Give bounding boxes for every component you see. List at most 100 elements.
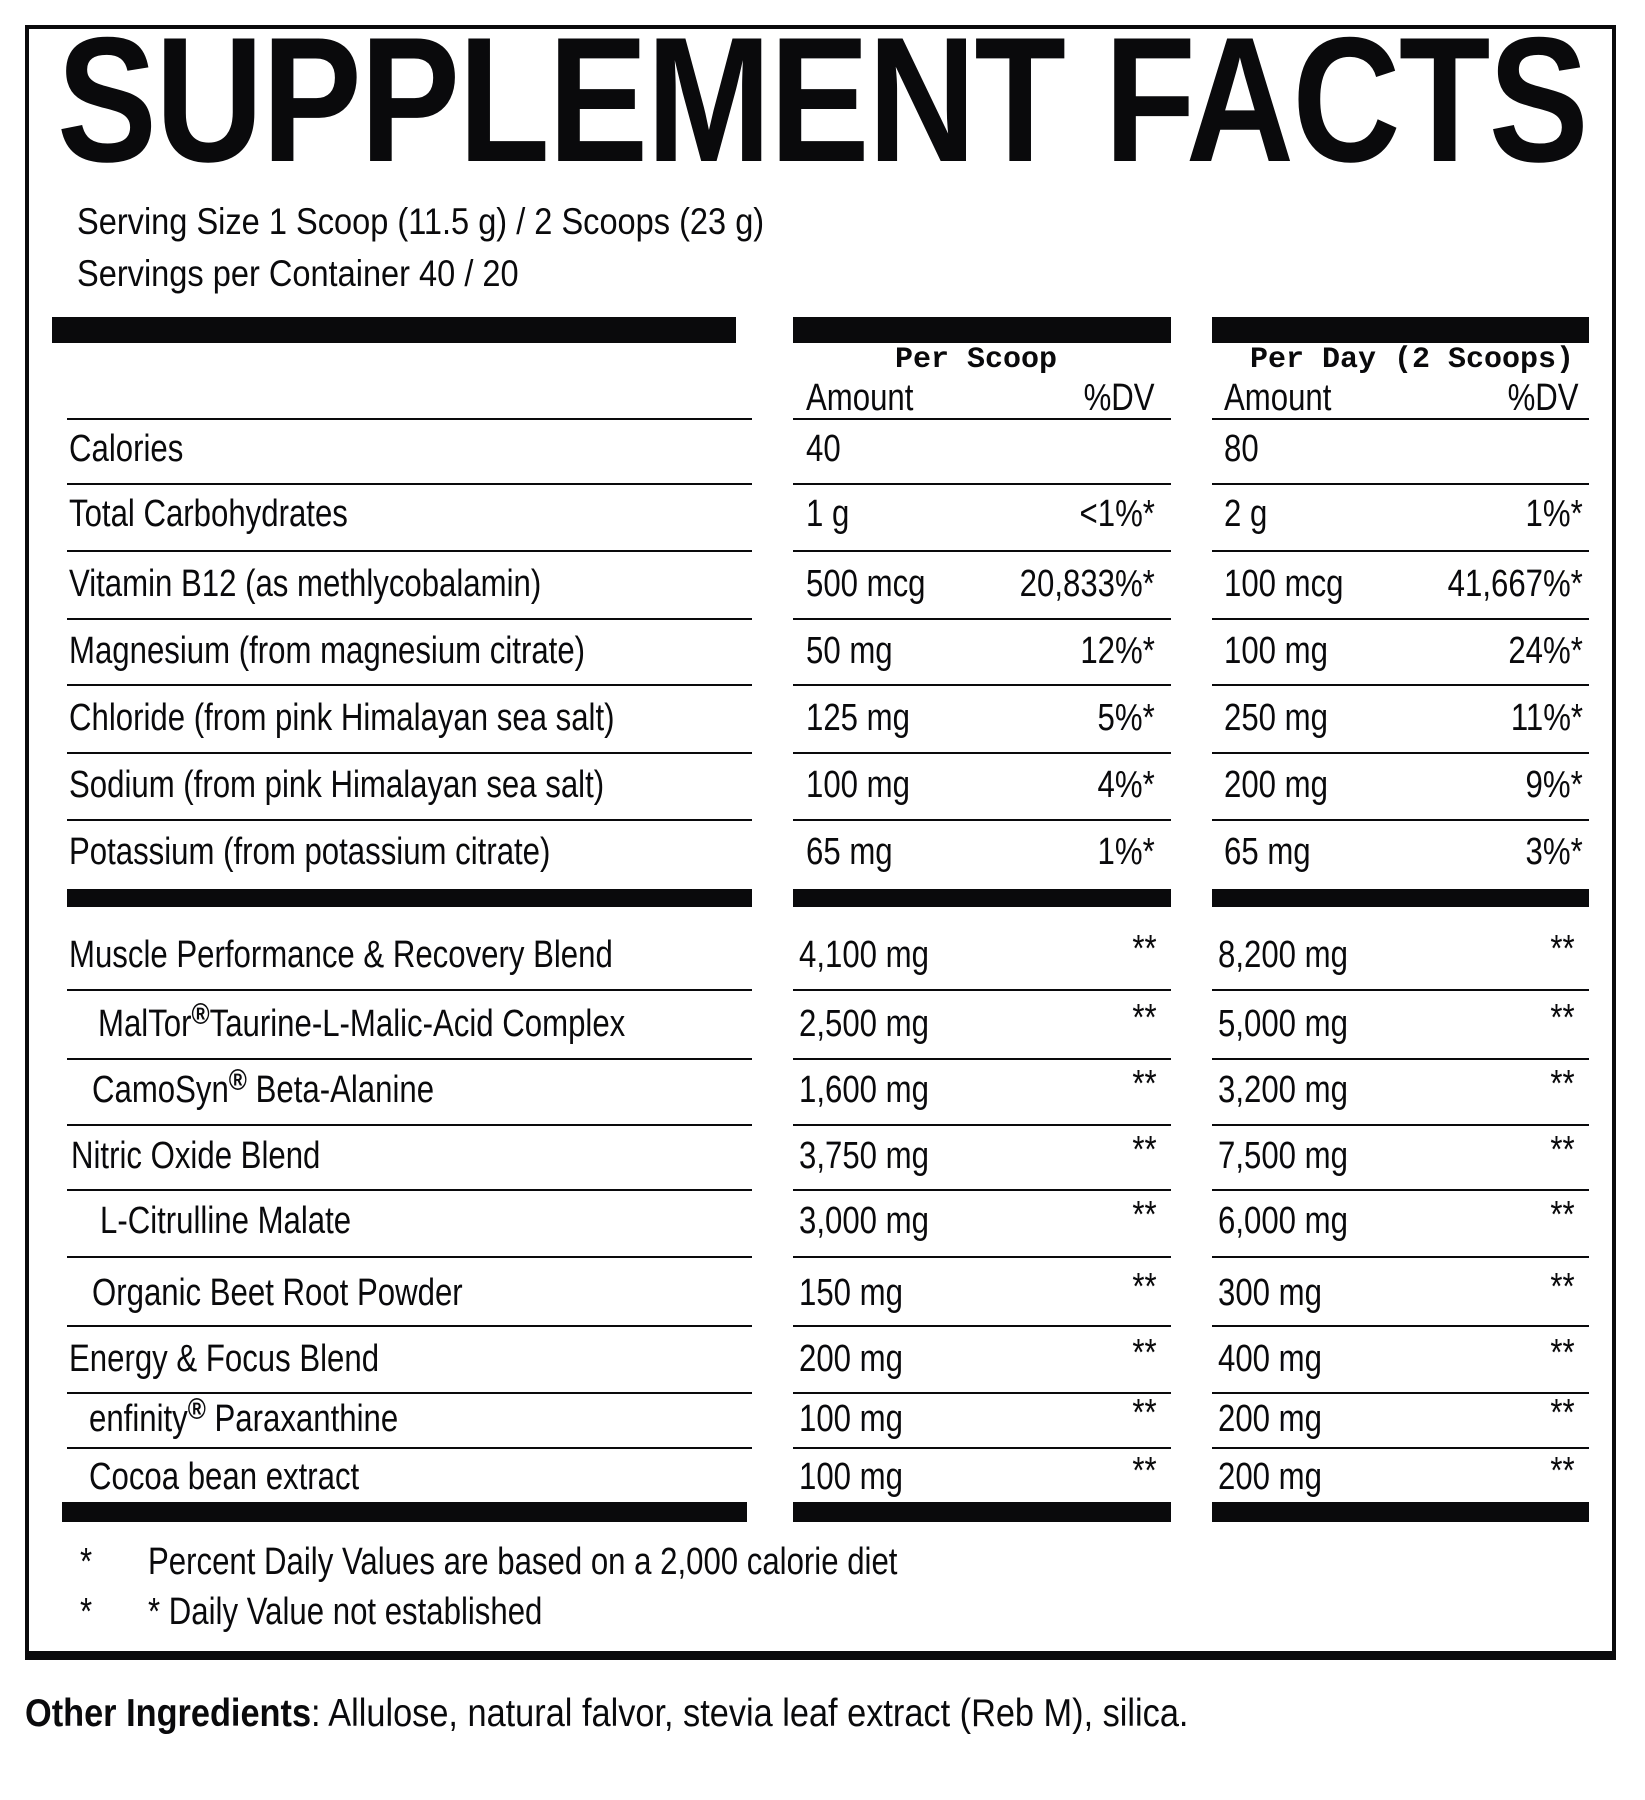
other-ingredients-text: : Allulose, natural falvor, stevia leaf … [311, 1692, 1189, 1735]
row-divider [67, 1124, 752, 1126]
per-scoop-amount: 200 mg [799, 1338, 903, 1380]
row-divider [1212, 819, 1589, 821]
ingredient-label: MalTor [98, 1003, 192, 1045]
per-scoop-dv: ** [1132, 1450, 1157, 1492]
row-divider [1212, 618, 1589, 620]
footnote-text: Percent Daily Values are based on a 2,00… [148, 1541, 898, 1583]
per-day-amount: 100 mcg [1224, 563, 1344, 605]
row-divider [1212, 418, 1589, 420]
row-divider [67, 1256, 752, 1258]
per-scoop-amount: 2,500 mg [799, 1003, 929, 1045]
per-day-amount: 200 mg [1218, 1456, 1322, 1498]
ingredient-name: Organic Beet Root Powder [92, 1273, 463, 1313]
row-divider [67, 819, 752, 821]
row-divider [67, 1325, 752, 1327]
per-day-amount: 200 mg [1218, 1398, 1322, 1440]
per-day-amount: 3,200 mg [1218, 1069, 1348, 1111]
per-day-dv: ** [1550, 1266, 1575, 1308]
row-divider [793, 1124, 1171, 1126]
row-divider [1212, 1392, 1589, 1394]
per-scoop-dv: ** [1132, 928, 1157, 970]
row-divider [67, 1447, 752, 1449]
row-divider [793, 1325, 1171, 1327]
divider-bar [1212, 889, 1589, 907]
row-divider [793, 1256, 1171, 1258]
row-divider [67, 483, 752, 485]
ingredient-label: Energy & Focus Blend [69, 1338, 380, 1380]
ingredient-label: Muscle Performance & Recovery Blend [69, 934, 613, 976]
per-scoop-dv: 20,833%* [1019, 563, 1155, 605]
per-scoop-dv: ** [1132, 1063, 1157, 1105]
ingredient-label-rest: Paraxanthine [205, 1398, 399, 1440]
per-day-dv: 24%* [1508, 630, 1583, 672]
per-day-dv: ** [1550, 1332, 1575, 1374]
row-divider [67, 989, 752, 991]
row-divider [1212, 752, 1589, 754]
nutrient-name: Total Carbohydrates [69, 493, 348, 535]
per-scoop-amount: 65 mg [806, 831, 893, 873]
divider-bar [67, 889, 752, 907]
ingredient-name: Muscle Performance & Recovery Blend [69, 935, 613, 975]
per-scoop-dv: ** [1132, 997, 1157, 1039]
registered-trademark-icon: ® [187, 1393, 206, 1426]
per-day-dv: ** [1550, 1392, 1575, 1434]
label-frame [25, 25, 1616, 1660]
per-scoop-dv: ** [1132, 1266, 1157, 1308]
row-divider [793, 483, 1171, 485]
ingredient-label: Nitric Oxide Blend [71, 1135, 321, 1177]
per-scoop-dv: 5%* [1097, 697, 1155, 739]
ingredient-label: Cocoa bean extract [89, 1456, 360, 1498]
per-day-dv: ** [1550, 1450, 1575, 1492]
row-divider [1212, 989, 1589, 991]
row-divider [793, 819, 1171, 821]
per-day-amount: 5,000 mg [1218, 1003, 1348, 1045]
per-scoop-amount: 40 [806, 428, 841, 470]
per-day-dv: 3%* [1525, 831, 1583, 873]
row-divider [793, 1058, 1171, 1060]
per-scoop-header: Per Scoop [895, 343, 1058, 377]
divider-bar [793, 317, 1171, 343]
row-divider [67, 1189, 752, 1191]
per-scoop-dv: ** [1132, 1129, 1157, 1171]
row-divider [793, 1189, 1171, 1191]
divider-bar [1212, 317, 1589, 343]
per-scoop-amount: 1,600 mg [799, 1069, 929, 1111]
row-divider [1212, 684, 1589, 686]
per-day-dv: ** [1550, 928, 1575, 970]
per-day-amount: 65 mg [1224, 831, 1311, 873]
registered-trademark-icon: ® [191, 998, 210, 1031]
footnote-text: * Daily Value not established [148, 1591, 543, 1633]
per-scoop-amount: 100 mg [799, 1398, 903, 1440]
ingredient-name: CamoSyn® Beta-Alanine [92, 1064, 435, 1113]
row-divider [793, 618, 1171, 620]
per-day-dv: ** [1550, 1063, 1575, 1105]
ingredient-label: Organic Beet Root Powder [92, 1272, 463, 1314]
ingredient-name: Energy & Focus Blend [69, 1339, 379, 1379]
per-scoop-dv: 1%* [1097, 831, 1155, 873]
dv-header: %DV [1084, 377, 1155, 419]
footnote-symbol: * [80, 1591, 93, 1633]
per-scoop-amount: 3,750 mg [799, 1135, 929, 1177]
row-divider [1212, 1325, 1589, 1327]
footnote-symbol: * [80, 1541, 93, 1583]
ingredient-name: enfinity® Paraxanthine [89, 1393, 399, 1442]
per-scoop-amount: 3,000 mg [799, 1200, 929, 1242]
divider-bar [1212, 1502, 1589, 1522]
page-title: SUPPLEMENT FACTS [57, 0, 1589, 199]
row-divider [67, 618, 752, 620]
ingredient-label-rest: Beta-Alanine [246, 1069, 435, 1111]
per-day-dv: ** [1550, 1129, 1575, 1171]
per-scoop-amount: 4,100 mg [799, 934, 929, 976]
per-day-amount: 8,200 mg [1218, 934, 1348, 976]
per-day-dv: 41,667%* [1447, 563, 1583, 605]
nutrient-name: Magnesium (from magnesium citrate) [69, 630, 586, 672]
nutrient-name: Vitamin B12 (as methlycobalamin) [69, 563, 542, 605]
per-day-amount: 6,000 mg [1218, 1200, 1348, 1242]
row-divider [67, 1392, 752, 1394]
per-day-dv: 9%* [1525, 764, 1583, 806]
per-day-amount: 7,500 mg [1218, 1135, 1348, 1177]
row-divider [1212, 483, 1589, 485]
per-day-amount: 250 mg [1224, 697, 1328, 739]
row-divider [793, 752, 1171, 754]
per-day-dv: 11%* [1510, 697, 1583, 739]
